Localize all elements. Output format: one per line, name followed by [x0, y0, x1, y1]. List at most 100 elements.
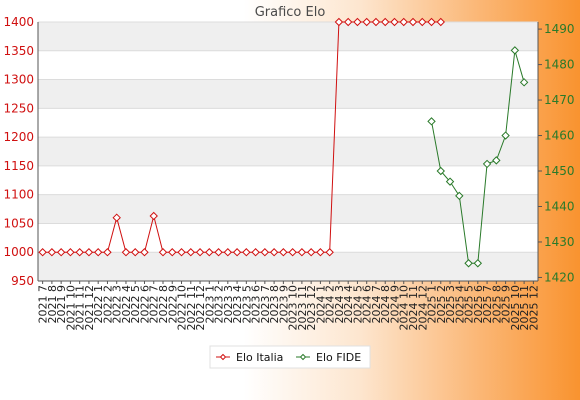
x-tick-label: 2025 6	[472, 285, 485, 324]
data-point	[75, 248, 84, 257]
y-right-tick-label: 1480	[544, 58, 575, 72]
x-tick-label: 2025 1	[426, 285, 439, 324]
data-point	[195, 248, 205, 257]
data-point	[140, 248, 149, 257]
y-right-tick-label: 1430	[544, 235, 575, 249]
data-point	[47, 248, 57, 257]
data-point	[297, 248, 307, 257]
x-tick-label: 2023 8	[268, 285, 281, 324]
data-point	[158, 248, 168, 257]
data-point	[464, 259, 473, 268]
x-tick-label: 2024 6	[361, 285, 374, 324]
x-tick-label: 2023 9	[277, 285, 290, 324]
x-tick-label: 2022 7	[148, 285, 161, 324]
data-point	[242, 248, 251, 257]
legend-label: Elo FIDE	[316, 351, 361, 364]
x-tick-label: 2023 3	[222, 285, 235, 324]
data-point	[381, 17, 390, 27]
y-right-tick-label: 1470	[544, 93, 575, 107]
data-point	[519, 78, 529, 87]
x-tick-label: 2024 3	[333, 285, 346, 324]
data-point	[455, 191, 464, 201]
data-point	[492, 156, 501, 165]
data-point	[334, 17, 344, 27]
y-right-tick-label: 1420	[544, 270, 575, 284]
y-left-tick-label: 1100	[3, 188, 34, 202]
y-left-tick-label: 1200	[3, 130, 34, 144]
x-tick-label: 2022 12	[194, 285, 207, 331]
legend-swatch-marker	[219, 353, 227, 361]
x-tick-label: 2025 9	[500, 285, 513, 324]
x-tick-label: 2024 12	[416, 285, 429, 331]
x-tick-label: 2023 7	[259, 285, 272, 324]
plot-band	[38, 252, 538, 281]
data-point	[399, 17, 408, 27]
y-right-tick-label: 1440	[544, 199, 575, 213]
x-tick-label: 2022 11	[185, 285, 198, 331]
legend-box	[209, 345, 371, 369]
x-tick-label: 2023 10	[287, 285, 300, 331]
x-tick-label: 2025 11	[518, 285, 531, 331]
chart-legend: Elo Italia Elo FIDE	[209, 345, 371, 369]
data-point	[205, 248, 214, 257]
data-point	[427, 117, 436, 126]
x-tick-label: 2022 9	[166, 285, 179, 324]
x-tick-label: 2022 6	[138, 285, 151, 324]
data-point	[93, 248, 103, 257]
x-tick-label: 2025 3	[444, 285, 457, 324]
y-left-tick-label: 1000	[3, 245, 34, 259]
x-tick-label: 2022 8	[157, 285, 170, 324]
x-tick-label: 2025 8	[490, 285, 503, 324]
y-left-tick-label: 1400	[3, 15, 34, 29]
data-point	[371, 17, 381, 27]
data-point	[316, 248, 325, 257]
y-left-tick-label: 1250	[3, 101, 34, 115]
data-point	[112, 213, 121, 222]
x-tick-label: 2021 10	[64, 285, 77, 331]
data-point	[177, 248, 186, 257]
data-point	[84, 248, 94, 257]
data-point	[56, 248, 66, 257]
x-tick-label: 2023 12	[305, 285, 318, 331]
y-right-tick-label: 1450	[544, 164, 575, 178]
data-point	[501, 131, 510, 140]
legend-swatch-marker	[299, 353, 307, 361]
x-tick-label: 2023 6	[250, 285, 263, 324]
data-point	[362, 17, 371, 27]
x-tick-label: 2023 2	[213, 285, 226, 324]
legend-label: Elo Italia	[236, 351, 283, 364]
data-point	[260, 248, 270, 257]
x-tick-label: 2022 5	[129, 285, 142, 324]
y-left-tick-label: 1350	[3, 44, 34, 58]
x-tick-label: 2024 11	[407, 285, 420, 331]
x-tick-label: 2022 2	[101, 285, 114, 324]
chart-title: Grafico Elo	[255, 5, 326, 20]
plot-band	[38, 137, 538, 166]
x-tick-label: 2023 1	[203, 285, 216, 324]
x-tick-label: 2025 7	[481, 285, 494, 324]
x-tick-label: 2024 2	[324, 285, 337, 324]
x-tick-label: 2025 5	[463, 285, 476, 324]
x-tick-label: 2023 5	[240, 285, 253, 324]
x-tick-label: 2024 8	[379, 285, 392, 324]
x-tick-label: 2021 11	[74, 285, 87, 331]
x-tick-label: 2022 1	[92, 285, 105, 324]
data-point	[103, 248, 112, 257]
data-point	[288, 248, 297, 257]
data-point	[343, 17, 353, 27]
data-point	[232, 248, 242, 257]
x-tick-label: 2021 12	[83, 285, 96, 331]
x-tick-label: 2025 2	[435, 285, 448, 324]
y-left-tick-label: 1050	[3, 216, 34, 230]
data-point	[325, 248, 334, 257]
y-left-tick-label: 1150	[3, 159, 34, 173]
data-point	[269, 248, 279, 257]
x-tick-label: 2023 11	[296, 285, 309, 331]
x-tick-label: 2021 7	[37, 285, 50, 324]
data-point	[66, 248, 75, 257]
data-point	[121, 248, 131, 257]
data-point	[279, 248, 288, 257]
x-tick-label: 2024 7	[370, 285, 383, 324]
y-right-tick-label: 1460	[544, 129, 575, 143]
x-tick-label: 2024 5	[351, 285, 364, 324]
